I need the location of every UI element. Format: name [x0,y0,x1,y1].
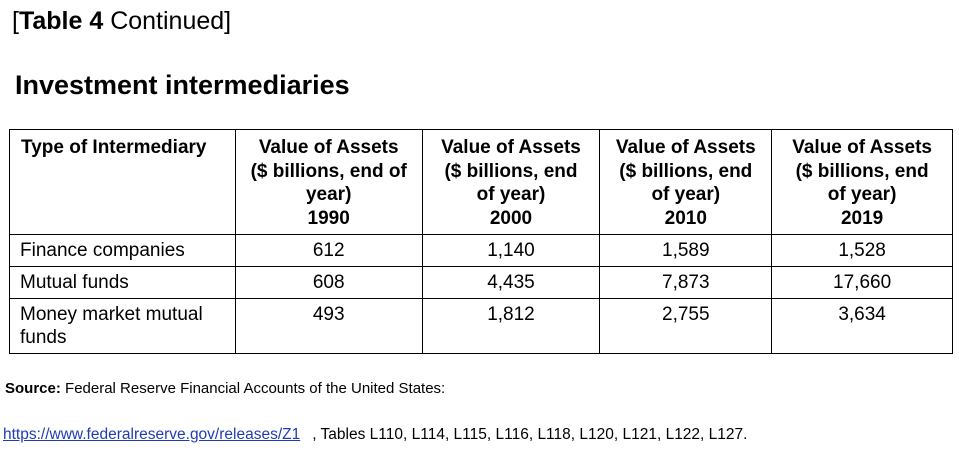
source-label: Source: [5,380,61,397]
federal-reserve-link[interactable]: https://www.federalreserve.gov/releases/… [3,426,301,443]
header-line: of year) [476,184,546,205]
row-name-cell: Finance companies [9,234,236,267]
header-2000: Value of Assets ($ billions, end of year… [421,129,601,235]
header-line: Value of Assets [615,137,756,158]
header-1990: Value of Assets ($ billions, end of year… [234,129,423,235]
header-line: ($ billions, end [444,160,578,182]
row-name: Mutual funds [20,272,129,293]
header-line: Value of Assets [441,137,581,158]
header-year: 2010 [664,207,707,229]
section-heading: Investment intermediaries [15,70,350,100]
header-2019: Value of Assets ($ billions, end of year… [771,129,953,235]
header-line: ($ billions, end [795,160,929,182]
table-caption: [Table 4 Continued] [12,6,231,36]
row-name: Finance companies [20,240,185,261]
source-text: Federal Reserve Financial Accounts of th… [60,380,446,397]
header-year: 2019 [840,207,884,229]
table-row: Finance companies 612 1,140 1,589 1,528 [9,234,953,267]
value-cell: 493 [234,298,423,354]
value-cell: 17,660 [771,266,953,299]
value-cell: 1,140 [421,234,601,267]
caption-open-bracket: [ [12,7,19,35]
header-line: year) [305,184,352,205]
row-name-cell: Mutual funds [9,266,236,299]
source-note: Source: Federal Reserve Financial Accoun… [5,380,445,398]
value-cell: 608 [234,266,423,299]
caption-table-number: Table 4 [18,7,104,35]
value-cell: 1,589 [599,234,773,267]
header-2010: Value of Assets ($ billions, end of year… [599,129,773,235]
header-line: of year) [827,184,897,205]
row-name-cell: Money market mutual funds [9,298,236,354]
row-name: Money market mutual [20,304,203,325]
row-name-continued: funds [20,327,67,348]
value-cell: 612 [234,234,423,267]
header-line: Value of Assets [258,137,399,158]
header-line: ($ billions, end [619,160,753,182]
value-cell: 1,528 [771,234,953,267]
value-cell: 1,812 [421,298,601,354]
header-type-of-intermediary: Type of Intermediary [9,129,236,235]
table-row: Mutual funds 608 4,435 7,873 17,660 [9,266,953,299]
reference-line: https://www.federalreserve.gov/releases/… [3,425,747,445]
caption-continued: Continued] [103,7,232,35]
header-line: ($ billions, end of [250,160,407,182]
header-line: Type of Intermediary [21,137,207,158]
header-year: 2000 [489,207,533,229]
header-line: of year) [651,184,721,205]
assets-table: Type of Intermediary Value of Assets ($ … [9,129,953,354]
table-header-row: Type of Intermediary Value of Assets ($ … [9,129,953,235]
value-cell: 3,634 [771,298,953,354]
value-cell: 4,435 [421,266,601,299]
header-year: 1990 [307,207,350,229]
value-cell: 2,755 [599,298,773,354]
header-line: Value of Assets [792,137,932,158]
table-row: Money market mutual funds 493 1,812 2,75… [9,298,953,354]
table-references: , Tables L110, L114, L115, L116, L118, L… [312,426,748,443]
value-cell: 7,873 [599,266,773,299]
